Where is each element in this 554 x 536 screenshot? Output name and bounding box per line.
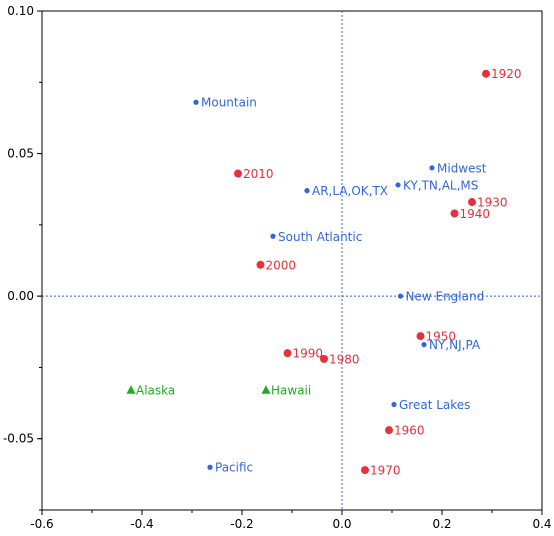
point-marker-2000 (256, 260, 265, 269)
point-label-1970: 1970 (370, 464, 401, 478)
point-label-1930: 1930 (477, 196, 508, 210)
point-marker-1950 (416, 332, 425, 341)
point-label-great-lakes: Great Lakes (399, 398, 470, 412)
point-marker-south-atlantic (270, 233, 276, 239)
point-label-ky-tn-al-ms: KY,TN,AL,MS (403, 178, 478, 192)
point-label-1980: 1980 (329, 352, 360, 366)
point-marker-1960 (385, 426, 393, 435)
x-tick-label: -0.2 (230, 517, 253, 531)
point-label-hawaii: Hawaii (271, 384, 311, 398)
plot-frame (41, 10, 543, 511)
y-tick-label: -0.05 (3, 432, 34, 446)
x-axis: -0.6 -0.4 -0.2 0.0 0.2 0.4 (30, 510, 552, 531)
point-marker-midwest (429, 165, 435, 171)
point-marker-pacific (207, 464, 213, 470)
point-marker-great-lakes (391, 401, 397, 408)
y-tick-label: 0.05 (7, 147, 34, 161)
point-marker-ky-tn-al-ms (395, 182, 401, 188)
point-label-south-atlantic: South Atlantic (278, 230, 362, 244)
reference-lines (42, 11, 542, 510)
x-tick-label: -0.4 (130, 517, 153, 531)
point-label-2010: 2010 (243, 167, 274, 181)
point-label-2000: 2000 (266, 258, 297, 272)
point-label-midwest: Midwest (437, 161, 487, 175)
y-tick-label: 0.00 (7, 289, 34, 303)
point-marker-1970 (361, 466, 369, 475)
point-marker-1980 (320, 354, 328, 363)
point-marker-2010 (234, 169, 242, 178)
point-marker-hawaii (261, 385, 271, 394)
point-marker-new-england (397, 293, 404, 299)
point-marker-ar-la-ok-tx (304, 188, 310, 194)
point-label-mountain: Mountain (201, 96, 257, 110)
point-label-alaska: Alaska (136, 384, 175, 398)
point-marker-1940 (450, 209, 459, 218)
point-marker-1920 (482, 69, 490, 78)
point-marker-alaska (126, 385, 136, 394)
point-label-new-england: New England (406, 290, 485, 304)
x-tick-label: -0.6 (30, 517, 53, 531)
point-label-pacific: Pacific (215, 461, 253, 475)
point-label-ny-nj-pa: NY,NJ,PA (429, 338, 481, 352)
point-marker-1990 (283, 349, 292, 358)
point-label-1950: 1950 (426, 330, 457, 344)
point-label-ar-la-ok-tx: AR,LA,OK,TX (312, 184, 388, 198)
point-marker-ny-nj-pa (421, 342, 427, 348)
point-marker-1930 (468, 198, 476, 207)
point-label-1920: 1920 (491, 67, 522, 81)
x-tick-label: 0.2 (432, 517, 451, 531)
y-tick-label: 0.10 (7, 4, 34, 18)
point-label-1960: 1960 (394, 424, 425, 438)
point-label-1940: 1940 (460, 207, 491, 221)
point-label-1990: 1990 (293, 347, 324, 361)
point-marker-mountain (193, 99, 199, 105)
x-tick-label: 0.0 (332, 517, 351, 531)
x-tick-label: 0.4 (532, 517, 551, 531)
y-axis: -0.05 0.00 0.05 0.10 (3, 4, 42, 511)
